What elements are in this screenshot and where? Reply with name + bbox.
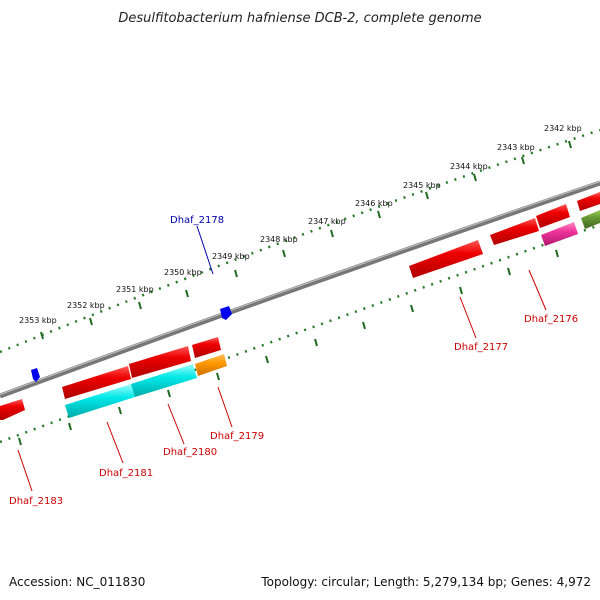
tick-label-2342: 2342 kbp <box>544 124 582 133</box>
tick-label-2350: 2350 kbp <box>164 268 202 277</box>
feature-dhaf-2177 <box>409 240 483 278</box>
gene-label-dhaf-2183: Dhaf_2183 <box>9 496 63 507</box>
tick-label-2351: 2351 kbp <box>116 285 154 294</box>
tick-mark <box>507 267 511 276</box>
tick-label-2349: 2349 kbp <box>212 252 250 261</box>
tick-mark <box>265 355 269 364</box>
gene-label-dhaf-2177: Dhaf_2177 <box>454 342 508 353</box>
feature-dhaf-2181 <box>62 366 131 399</box>
feature-dhaf-2178 <box>220 306 232 320</box>
tick-mark <box>89 317 93 326</box>
gene-label-dhaf-2179: Dhaf_2179 <box>210 431 264 442</box>
tick-mark <box>330 229 334 238</box>
accession-text: Accession: NC_011830 <box>9 575 145 589</box>
feature-red-b <box>490 218 539 245</box>
tick-mark <box>118 406 122 415</box>
gene-label-dhaf-2180: Dhaf_2180 <box>163 447 217 458</box>
feature-olive <box>581 210 600 229</box>
feature-dhaf-2180 <box>129 346 191 378</box>
gene-label-dhaf-2178: Dhaf_2178 <box>170 215 224 226</box>
tick-mark <box>425 191 429 200</box>
tick-mark <box>362 321 366 330</box>
inner-ticks <box>18 249 559 446</box>
tick-label-2352: 2352 kbp <box>67 301 105 310</box>
tick-label-2346: 2346 kbp <box>355 199 393 208</box>
tick-mark <box>568 140 572 149</box>
leader-dhaf-2179 <box>217 386 233 428</box>
leader-dhaf-2180 <box>167 403 185 445</box>
feature-orange <box>195 354 227 376</box>
tick-mark <box>377 210 381 219</box>
tick-mark <box>18 437 22 446</box>
tick-mark <box>68 422 72 431</box>
tick-label-2347: 2347 kbp <box>308 217 346 226</box>
leader-lines <box>17 225 547 492</box>
tick-mark <box>459 286 463 295</box>
tick-mark <box>216 372 220 381</box>
leader-dhaf-2178 <box>196 225 214 275</box>
tick-label-2344: 2344 kbp <box>450 162 488 171</box>
outer-ticks <box>40 140 572 340</box>
leader-dhaf-2176 <box>528 269 547 311</box>
topology-text: Topology: circular; Length: 5,279,134 bp… <box>260 575 591 589</box>
tick-mark <box>282 249 286 258</box>
outer-scale-track <box>0 128 600 354</box>
tick-mark <box>185 289 189 298</box>
tick-mark <box>234 269 238 278</box>
tick-label-2348: 2348 kbp <box>260 235 298 244</box>
tick-mark <box>555 249 559 258</box>
feature-dhaf-2176 <box>536 204 570 228</box>
gene-label-dhaf-2176: Dhaf_2176 <box>524 314 578 325</box>
tick-label-2353: 2353 kbp <box>19 316 57 325</box>
feature-red-edge <box>577 192 600 211</box>
tick-mark <box>521 156 525 165</box>
map-title: Desulfitobacterium hafniense DCB-2, comp… <box>118 11 481 26</box>
tick-labels: 2342 kbp 2343 kbp 2344 kbp 2345 kbp 2346… <box>19 124 582 325</box>
feature-dhaf-2183 <box>0 399 25 420</box>
feature-cyan-b <box>131 364 197 397</box>
feature-small-blue <box>31 368 40 382</box>
leader-dhaf-2177 <box>459 296 477 339</box>
feature-dhaf-2179 <box>192 337 221 358</box>
feature-cyan-a <box>65 384 135 418</box>
gene-label-dhaf-2181: Dhaf_2181 <box>99 468 153 479</box>
genome-backbone <box>0 180 600 399</box>
tick-label-2345: 2345 kbp <box>403 181 441 190</box>
leader-dhaf-2181 <box>106 421 124 464</box>
backbone-highlight <box>0 180 600 396</box>
tick-mark <box>410 304 414 313</box>
tick-mark <box>40 331 44 340</box>
tick-mark <box>138 301 142 310</box>
tick-label-2343: 2343 kbp <box>497 143 535 152</box>
tick-mark <box>473 173 477 182</box>
leader-dhaf-2183 <box>17 449 33 492</box>
feature-magenta <box>541 222 578 246</box>
tick-mark <box>167 389 171 398</box>
gene-labels: Dhaf_2178 Dhaf_2176 Dhaf_2177 Dhaf_2179 … <box>9 215 578 507</box>
tick-mark <box>314 338 318 347</box>
